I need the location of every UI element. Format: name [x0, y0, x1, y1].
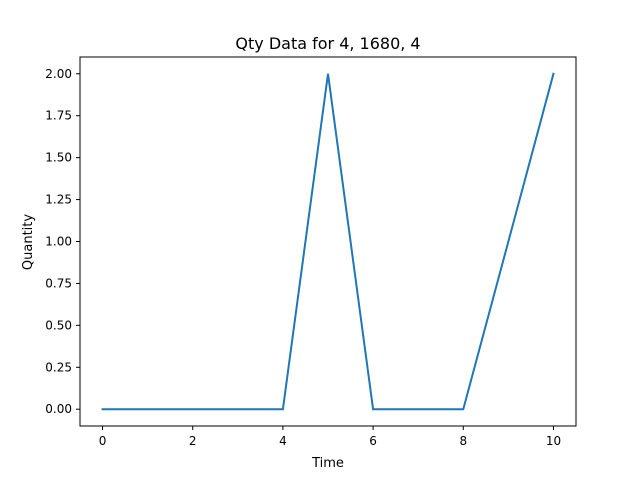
y-tick-label: 2.00 — [45, 67, 72, 81]
x-tick-label: 10 — [546, 434, 561, 448]
x-ticks: 0 2 4 6 8 10 — [99, 426, 561, 448]
y-axis-label: Quantity — [21, 214, 36, 270]
series-layer — [101, 72, 555, 411]
y-tick-label: 0.25 — [45, 360, 72, 374]
y-tick-label: 1.75 — [45, 109, 72, 123]
x-tick-label: 0 — [99, 434, 107, 448]
y-tick-label: 0.00 — [45, 402, 72, 416]
y-tick-label: 0.50 — [45, 318, 72, 332]
x-tick-label: 6 — [369, 434, 377, 448]
x-axis-label: Time — [311, 456, 344, 471]
x-tick-label: 2 — [189, 434, 197, 448]
y-tick-label: 0.75 — [45, 276, 72, 290]
chart-title: Qty Data for 4, 1680, 4 — [235, 34, 420, 53]
y-ticks: 0.00 0.25 0.50 0.75 1.00 1.25 1.50 1.75 2.00 — [45, 67, 80, 416]
plot-frame — [79, 56, 577, 427]
y-tick-label: 1.25 — [45, 193, 72, 207]
y-tick-label: 1.00 — [45, 235, 72, 249]
series-line — [101, 72, 555, 411]
y-tick-label: 1.50 — [45, 151, 72, 165]
x-tick-label: 4 — [279, 434, 287, 448]
x-tick-label: 8 — [459, 434, 467, 448]
